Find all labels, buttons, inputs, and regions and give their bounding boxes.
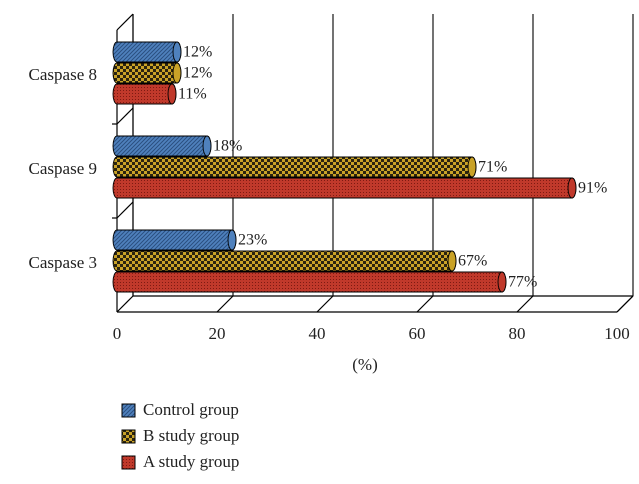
bar xyxy=(112,177,577,199)
legend-label: Control group xyxy=(143,400,239,419)
data-label: 23% xyxy=(238,232,267,249)
legend-swatch xyxy=(121,429,136,444)
category-label: Caspase 9 xyxy=(29,159,97,178)
bar xyxy=(112,271,507,293)
legend-swatch xyxy=(121,403,136,418)
category-label: Caspase 3 xyxy=(29,253,97,272)
bar-cap xyxy=(202,135,212,157)
x-tick-40 xyxy=(316,295,334,313)
data-label: 67% xyxy=(458,253,487,270)
legend-swatch xyxy=(121,455,136,470)
category-divider-depth xyxy=(116,201,134,219)
bar xyxy=(112,229,237,251)
legend: Control group B study group A study group xyxy=(121,400,239,471)
x-tick-20 xyxy=(216,295,234,313)
bar-cap xyxy=(167,83,177,105)
category-label: Caspase 8 xyxy=(29,65,97,84)
x-tick-label: 20 xyxy=(209,324,226,343)
x-tick-0 xyxy=(116,295,134,313)
label-layer: 0 20 40 60 80 100 (%) Caspase 8 12% 12% 11% Caspase… xyxy=(29,44,630,374)
x-tick-60 xyxy=(416,295,434,313)
x-tick-100 xyxy=(616,295,634,313)
data-label: 12% xyxy=(183,44,212,61)
bar-cap xyxy=(497,271,507,293)
bar xyxy=(112,62,182,84)
legend-label: B study group xyxy=(143,426,239,445)
data-label: 71% xyxy=(478,159,507,176)
data-label: 77% xyxy=(508,274,537,291)
x-axis-label: (%) xyxy=(352,355,377,374)
data-label: 12% xyxy=(183,65,212,82)
data-label: 11% xyxy=(178,86,207,103)
bar-cap xyxy=(172,41,182,63)
data-label: 91% xyxy=(578,180,607,197)
legend-label: A study group xyxy=(143,452,239,471)
bar-cap xyxy=(172,62,182,84)
bar xyxy=(112,135,212,157)
bar xyxy=(112,250,457,272)
x-tick-label: 40 xyxy=(309,324,326,343)
wall-top-edge xyxy=(116,13,134,31)
bar-cap xyxy=(447,250,457,272)
bar xyxy=(112,156,477,178)
data-label: 18% xyxy=(213,138,242,155)
x-tick-80 xyxy=(516,295,534,313)
bar-cap xyxy=(227,229,237,251)
bar-layer xyxy=(112,41,577,293)
bar-cap xyxy=(567,177,577,199)
bar-cap xyxy=(467,156,477,178)
bar xyxy=(112,83,177,105)
x-tick-label: 80 xyxy=(509,324,526,343)
x-tick-label: 60 xyxy=(409,324,426,343)
x-tick-label: 0 xyxy=(113,324,122,343)
bar xyxy=(112,41,182,63)
x-tick-label: 100 xyxy=(604,324,630,343)
category-divider-depth xyxy=(116,107,134,125)
